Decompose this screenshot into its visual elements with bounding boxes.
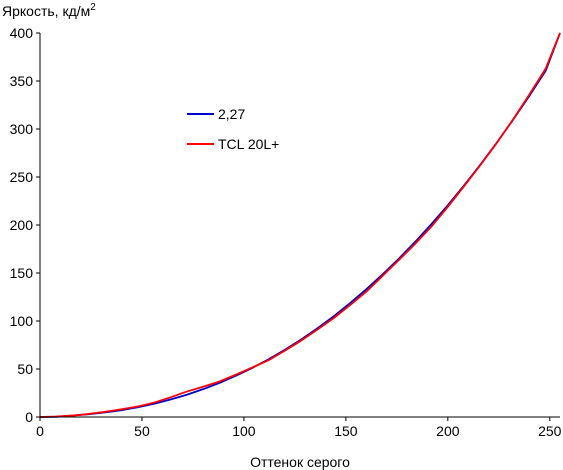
y-tick-label: 0: [25, 409, 33, 425]
y-tick-label: 400: [10, 25, 34, 41]
axes: 0 50 100 150 200 250 300 350 400 0 50 100 150 200 250: [10, 25, 562, 439]
legend-label-2: TCL 20L+: [218, 136, 279, 152]
x-axis-title: Оттенок серого: [250, 454, 350, 470]
y-axis-title-text: Яркость, кд/м: [2, 3, 90, 19]
x-tick-label: 200: [436, 423, 460, 439]
series-line-2: [39, 32, 561, 418]
x-tick-label: 150: [334, 423, 358, 439]
series-line-1: [39, 32, 561, 418]
x-tick-label: 100: [232, 423, 256, 439]
y-axis-title: Яркость, кд/м2: [2, 2, 96, 19]
y-tick-label: 250: [10, 169, 34, 185]
y-axis-title-superscript: 2: [90, 2, 96, 13]
x-tick-label: 250: [538, 423, 562, 439]
y-tick-label: 200: [10, 217, 34, 233]
y-tick-label: 150: [10, 265, 34, 281]
y-tick-label: 50: [17, 361, 33, 377]
y-tick-label: 350: [10, 73, 34, 89]
x-tick-label: 0: [36, 423, 44, 439]
y-tick-label: 100: [10, 313, 34, 329]
legend-label-1: 2,27: [218, 106, 245, 122]
legend: 2,27 TCL 20L+: [187, 106, 279, 152]
x-tick-label: 50: [134, 423, 150, 439]
y-tick-label: 300: [10, 121, 34, 137]
series-lines: [39, 32, 561, 418]
